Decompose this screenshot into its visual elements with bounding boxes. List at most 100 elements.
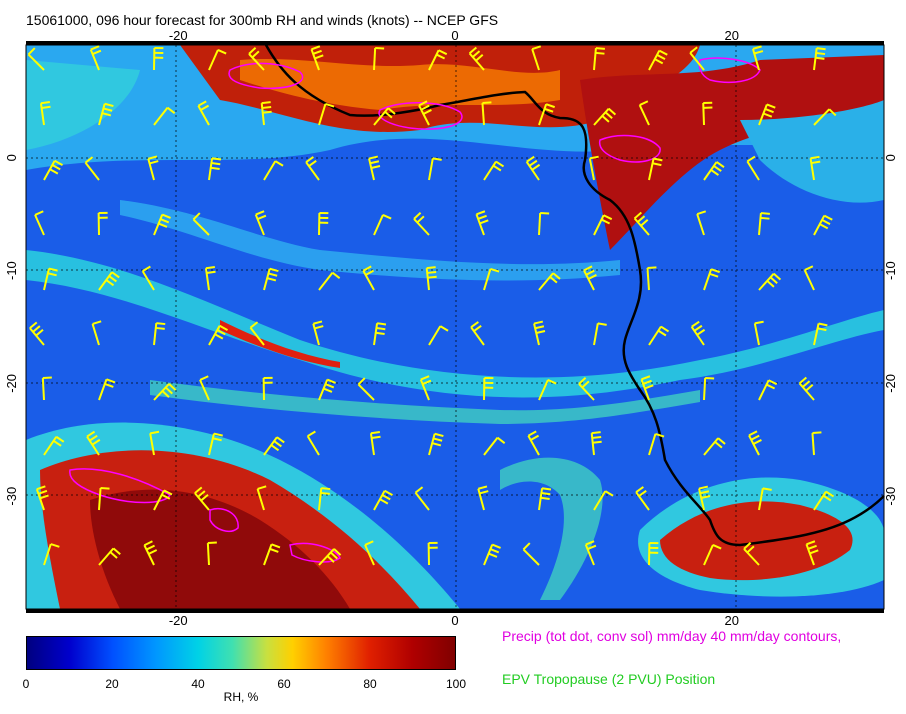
wind-barb: [27, 47, 45, 71]
wind-barb: [29, 321, 45, 346]
wind-barb: [798, 376, 815, 401]
wind-barb: [758, 103, 776, 126]
wind-barb: [373, 322, 387, 346]
wind-barb: [593, 107, 617, 126]
wind-barb: [199, 375, 210, 401]
wind-barb: [98, 102, 114, 126]
lat-lon-grid: [26, 45, 884, 609]
wind-barb: [588, 155, 599, 181]
wind-barb: [593, 214, 613, 236]
colorbar-tick-label: 100: [445, 677, 467, 691]
wind-barb: [208, 432, 223, 456]
colorbar-tick-label: 0: [22, 677, 30, 691]
wind-barb: [318, 548, 342, 566]
wind-barb: [312, 320, 324, 346]
wind-barb: [648, 49, 668, 71]
wind-barb: [648, 157, 663, 181]
wind-barb: [263, 267, 279, 291]
wind-barb: [648, 433, 665, 456]
wind-barb: [638, 100, 650, 126]
wind-barb: [758, 379, 778, 401]
y-tick-label-right: 0: [883, 154, 898, 161]
wind-barb: [753, 320, 764, 346]
wind-barb: [703, 437, 726, 456]
frame-edge-bar: [26, 609, 884, 613]
wind-barb: [578, 377, 595, 401]
wind-barbs: [27, 45, 837, 566]
wind-barb: [533, 320, 546, 346]
wind-barb: [689, 46, 705, 71]
wind-barb: [368, 155, 381, 181]
wind-barb: [538, 272, 561, 291]
wind-barb: [703, 377, 715, 401]
wind-barb: [758, 212, 770, 236]
wind-barb: [590, 431, 602, 456]
wind-barb: [86, 430, 101, 456]
wind-barb: [208, 157, 222, 181]
wind-barb: [153, 47, 164, 71]
wind-barb: [373, 213, 392, 236]
wind-barb: [425, 266, 437, 291]
wind-barb: [141, 265, 155, 291]
wind-barb: [192, 212, 210, 236]
wind-barb: [413, 212, 430, 236]
wind-barb: [197, 100, 210, 126]
wind-barb: [256, 485, 267, 511]
y-tick-label-left: -30: [4, 487, 19, 506]
wind-barb: [419, 375, 432, 401]
wind-barb: [43, 435, 65, 456]
y-tick-label-right: -10: [883, 261, 898, 280]
wind-barb: [43, 159, 64, 181]
wind-barb: [584, 540, 597, 566]
wind-barb: [813, 214, 833, 236]
wind-barb: [696, 210, 707, 236]
wind-barb: [369, 430, 381, 456]
precip-legend: Precip (tot dot, conv sol) mm/day 40 mm/…: [502, 628, 842, 644]
wind-barb: [248, 47, 265, 71]
x-tick-label-top: 20: [725, 28, 739, 43]
x-tick-label-bottom: 0: [451, 613, 458, 628]
wind-barb: [646, 266, 657, 291]
wind-barb: [803, 265, 815, 291]
wind-barb: [263, 436, 285, 456]
wind-barb: [373, 107, 396, 126]
colorbar-tick-label: 20: [105, 677, 119, 691]
wind-barb: [89, 45, 102, 71]
wind-barb: [143, 540, 158, 566]
wind-barb: [373, 47, 385, 71]
wind-barb: [318, 487, 331, 511]
wind-barb: [414, 486, 430, 511]
wind-barb: [593, 47, 605, 71]
wind-barb: [98, 487, 110, 511]
precip-contours: [69, 57, 761, 563]
wind-barb: [477, 485, 489, 511]
wind-barb: [813, 490, 835, 511]
map-axes: -20 -20 0 0 20 20 0 0 -10 -10 -20 -20 -30 -30: [4, 28, 898, 628]
wind-barb: [153, 213, 171, 236]
wind-barb: [357, 377, 375, 401]
x-tick-label-bottom: 20: [725, 613, 739, 628]
wind-barb: [698, 485, 711, 511]
wind-barb: [751, 45, 764, 71]
wind-barb: [98, 547, 121, 566]
wind-barb: [538, 103, 555, 126]
wind-barb: [91, 320, 102, 346]
y-tick-label-left: -20: [4, 374, 19, 393]
wind-barb: [260, 101, 272, 126]
wind-barb: [690, 320, 706, 346]
wind-barb: [475, 210, 489, 236]
wind-barb: [263, 543, 281, 566]
wind-barb: [538, 212, 550, 236]
map-title: 15061000, 096 hour forecast for 300mb RH…: [26, 12, 499, 28]
wind-barb: [640, 375, 654, 401]
wind-barb: [149, 430, 160, 456]
wind-barb: [809, 155, 821, 181]
wind-barb: [531, 45, 542, 71]
wind-barb: [483, 268, 500, 291]
wind-barb: [263, 160, 284, 181]
wind-barb: [318, 103, 335, 126]
colorbar-tick-label: 60: [277, 677, 291, 691]
y-tick-label-right: -30: [883, 487, 898, 506]
wind-barb: [483, 543, 501, 566]
